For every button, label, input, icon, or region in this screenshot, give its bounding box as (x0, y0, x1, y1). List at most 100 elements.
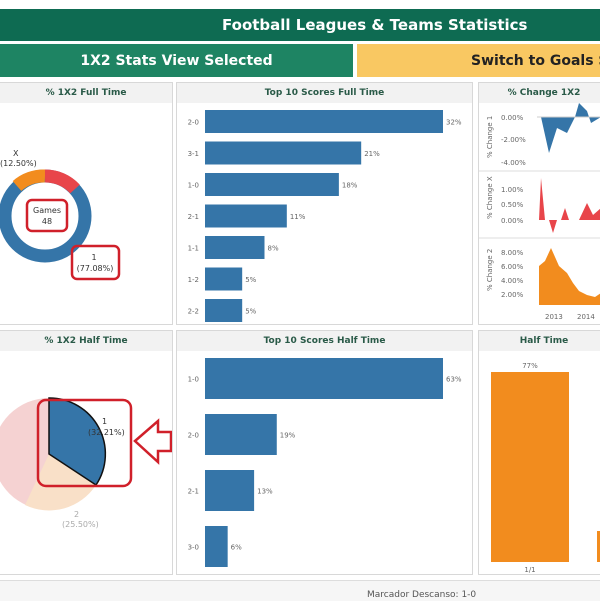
ft-score-value-0: 32% (446, 119, 462, 127)
ft-scores-panel: Top 10 Scores Full Time 2-0 32% 3-1 21% 1-0 1… (176, 82, 473, 325)
games-label: Games (33, 206, 61, 215)
ht-scores-chart: 1-0 63% 2-0 19% 2-1 13% 3-0 6% (188, 358, 462, 567)
ft-score-category-4: 1-1 (188, 245, 199, 253)
pane3-area[interactable] (539, 248, 600, 305)
pane2-tick-2: 0.00% (501, 217, 524, 225)
ht-pie-chart: 1 (32.21%) 2 (25.50%) (0, 397, 172, 529)
ht-pie-panel: % 1X2 Half Time 1 (32.21%) 2 (25.50%) (0, 330, 173, 575)
pane1-tick-0: 0.00% (501, 114, 524, 122)
ft-score-value-1: 21% (364, 150, 380, 158)
ht-one-label: 1 (102, 417, 107, 426)
x-pct: (12.50%) (0, 159, 37, 168)
ht-bar-title: Half Time (479, 331, 600, 351)
ft-score-bar-1[interactable] (205, 141, 362, 165)
app-header: Football Leagues & Teams Statistics (0, 9, 600, 41)
games-highlight (25, 198, 69, 233)
x-tick-2014: 2014 (577, 313, 595, 321)
pane3-tick-1: 6.00% (501, 263, 524, 271)
ft-score-category-0: 2-0 (188, 119, 199, 127)
ft-score-value-4: 8% (268, 245, 279, 253)
change-panel: % Change 1X2 % Change 1 0.00% -2.00% -4.… (478, 82, 600, 325)
ft-score-category-3: 2-1 (188, 213, 199, 221)
ft-scores-title: Top 10 Scores Full Time (177, 83, 472, 103)
ft-score-bar-5[interactable] (205, 267, 243, 291)
one-highlight (70, 244, 121, 281)
ht-one-pct: (32.21%) (88, 428, 125, 437)
pane1-ylabel: % Change 1 (486, 116, 494, 158)
ht-pie-title: % 1X2 Half Time (0, 331, 172, 351)
ft-score-value-5: 5% (245, 276, 256, 284)
ft-score-bar-6[interactable] (205, 299, 243, 322)
ft-score-value-6: 5% (245, 308, 256, 316)
ht-score-bar-0[interactable] (205, 358, 443, 399)
app-title: Football Leagues & Teams Statistics (222, 16, 528, 34)
ft-score-bar-3[interactable] (205, 204, 287, 228)
pane3-tick-2: 4.00% (501, 277, 524, 285)
pane2-area[interactable] (539, 178, 600, 233)
ht-bar-value: 77% (522, 362, 538, 370)
ht-two-label: 2 (74, 510, 79, 519)
ht-score-bar-2[interactable] (205, 470, 255, 511)
pane3-tick-0: 8.00% (501, 249, 524, 257)
ft-score-bar-2[interactable] (205, 173, 339, 196)
pane1-tick-2: -4.00% (501, 159, 526, 167)
ht-bar-next[interactable] (597, 531, 600, 562)
pane3-ylabel: % Change 2 (486, 249, 494, 291)
ht-score-category-0: 1-0 (188, 376, 199, 384)
bottom-strip (0, 580, 600, 601)
ft-scores-chart: 2-0 32% 3-1 21% 1-0 18% 2-1 11% 1-1 8% 1-2 5% 2-2 5% (188, 110, 462, 322)
x-label: X (13, 149, 19, 158)
ht-two-pct: (25.50%) (62, 520, 99, 529)
pane2-ylabel: % Change X (486, 176, 494, 219)
ft-score-bar-0[interactable] (205, 110, 443, 133)
ht-slice-callout (36, 398, 133, 488)
1x2-stats-label: 1X2 Stats View Selected (80, 52, 273, 69)
ft-score-value-3: 11% (290, 213, 306, 221)
ht-score-category-2: 2-1 (188, 488, 199, 496)
ht-score-value-2: 13% (257, 488, 273, 496)
x-tick-2013: 2013 (545, 313, 563, 321)
ht-score-bar-1[interactable] (205, 414, 277, 455)
games-value: 48 (42, 217, 52, 226)
one-label: 1 (91, 253, 96, 262)
ft-score-category-2: 1-0 (188, 182, 199, 190)
ht-score-value-1: 19% (280, 432, 296, 440)
ft-score-category-6: 2-2 (188, 308, 199, 316)
ft-pie-panel: % 1X2 Full Time X (12.50%) Games 48 1 (7… (0, 82, 173, 325)
ft-score-category-1: 3-1 (188, 150, 199, 158)
ht-bar-chart: 77% 1/1 (491, 362, 600, 574)
ht-score-value-3: 6% (231, 544, 242, 552)
donut-segment-2[interactable] (44, 169, 80, 194)
ht-score-category-3: 3-0 (188, 544, 199, 552)
ht-scores-panel: Top 10 Scores Half Time 1-0 63% 2-0 19% 2-1 1… (176, 330, 473, 575)
donut-segment-x[interactable] (12, 169, 46, 192)
bottom-caption: Marcador Descanso: 1-0 (367, 590, 477, 600)
ht-bar-panel: Half Time 77% 1/1 (478, 330, 600, 575)
ht-pie-slice-2[interactable] (25, 454, 96, 511)
ht-scores-title: Top 10 Scores Half Time (177, 331, 472, 351)
pane1-area[interactable] (539, 103, 600, 153)
ft-score-bar-4[interactable] (205, 236, 265, 259)
ht-score-category-1: 2-0 (188, 432, 199, 440)
switch-goals-label: Switch to Goals Stats (471, 52, 600, 69)
pane2-tick-1: 0.50% (501, 201, 524, 209)
switch-goals-button[interactable]: Switch to Goals Stats (357, 44, 600, 77)
pane2-tick-0: 1.00% (501, 186, 524, 194)
ft-donut-chart: X (12.50%) Games 48 1 (77.08%) (0, 149, 121, 281)
ht-bar-category: 1/1 (524, 566, 535, 574)
ht-bar-title-text: Half Time (519, 336, 569, 346)
one-pct: (77.08%) (77, 264, 114, 273)
pane3-tick-3: 2.00% (501, 291, 524, 299)
pane1-tick-1: -2.00% (501, 136, 526, 144)
change-title: % Change 1X2 (479, 83, 600, 103)
ht-score-bar-3[interactable] (205, 526, 228, 567)
change-chart: % Change 1 0.00% -2.00% -4.00% % Change … (479, 103, 600, 321)
arrow-pointer-icon (133, 418, 172, 465)
change-title-text: % Change 1X2 (507, 88, 581, 98)
ft-pie-title: % 1X2 Full Time (0, 83, 172, 103)
ht-bar-1-1[interactable] (491, 372, 569, 562)
ht-score-value-0: 63% (446, 376, 462, 384)
1x2-stats-button[interactable]: 1X2 Stats View Selected (0, 44, 353, 77)
ft-score-value-2: 18% (342, 182, 358, 190)
ft-score-category-5: 1-2 (188, 276, 199, 284)
